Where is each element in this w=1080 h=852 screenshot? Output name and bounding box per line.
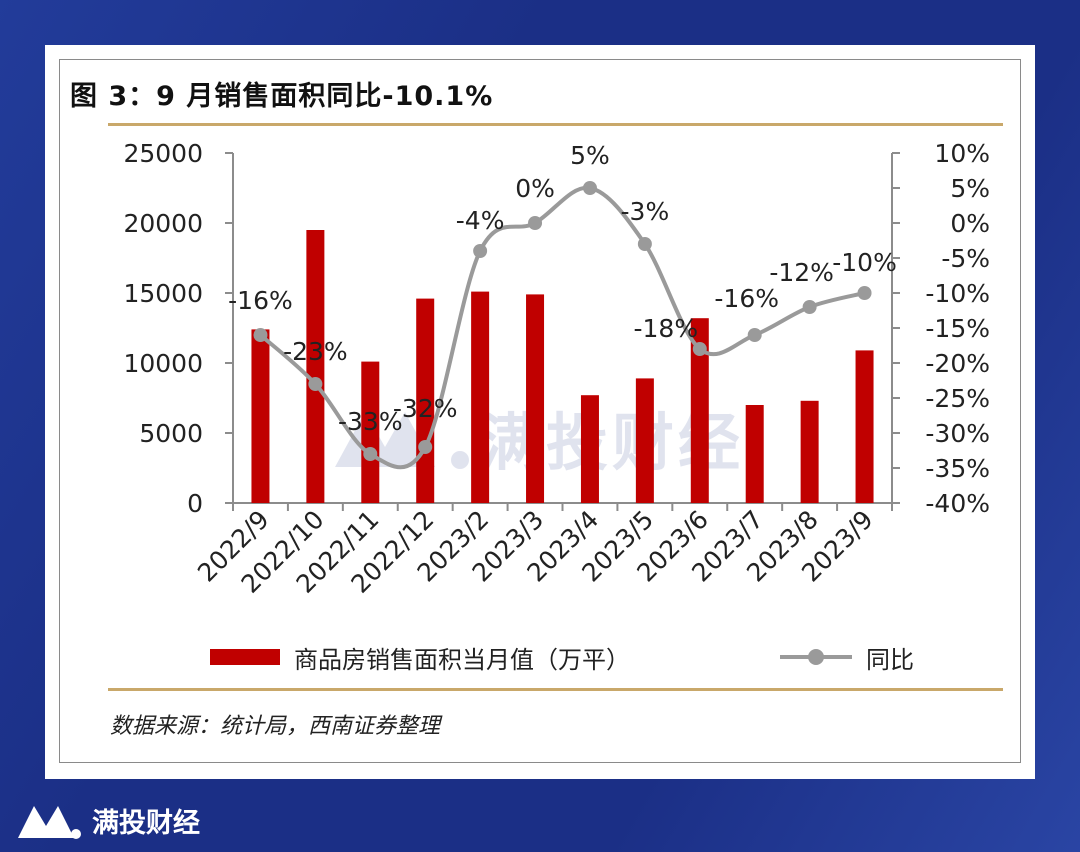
yoy-data-label: -18% — [633, 314, 698, 343]
bar — [800, 400, 819, 503]
legend-line-swatch — [780, 647, 852, 667]
legend-line-item: 同比 — [780, 640, 914, 674]
y-right-tick-label: -30% — [925, 419, 990, 448]
chart-frame — [59, 59, 1021, 763]
bar — [251, 329, 270, 503]
legend-line-label: 同比 — [866, 645, 914, 674]
yoy-data-label: -12% — [769, 258, 834, 287]
y-left-tick-label: 15000 — [123, 279, 203, 308]
yoy-point — [692, 342, 707, 356]
yoy-point — [637, 237, 652, 251]
yoy-point — [253, 328, 268, 342]
yoy-point — [363, 447, 378, 461]
y-right-tick-label: -40% — [925, 489, 990, 518]
y-right-tick-label: -25% — [925, 384, 990, 413]
y-left-tick-label: 5000 — [139, 419, 203, 448]
yoy-data-label: -32% — [393, 394, 458, 423]
bar — [635, 378, 654, 503]
y-right-tick-label: -15% — [925, 314, 990, 343]
bar — [526, 294, 545, 503]
yoy-data-label: 5% — [570, 141, 610, 170]
yoy-point — [528, 216, 543, 230]
brand-logo-icon — [18, 806, 81, 839]
bar — [855, 350, 874, 503]
y-left-tick-label: 20000 — [123, 209, 203, 238]
yoy-data-label: -23% — [283, 337, 348, 366]
footer-divider — [108, 688, 1003, 691]
yoy-point — [802, 300, 817, 314]
y-right-tick-label: 5% — [950, 174, 990, 203]
y-right-tick-label: -10% — [925, 279, 990, 308]
yoy-data-label: 0% — [515, 174, 555, 203]
y-left-tick-label: 25000 — [123, 139, 203, 168]
yoy-point — [308, 377, 323, 391]
yoy-data-label: -16% — [228, 286, 293, 315]
y-right-tick-label: 0% — [950, 209, 990, 238]
brand: 满投财经 — [16, 800, 200, 840]
y-right-tick-label: -35% — [925, 454, 990, 483]
chart-title: 图 3：9 月销售面积同比-10.1% — [70, 81, 494, 112]
yoy-data-label: -10% — [832, 248, 897, 277]
yoy-point — [582, 181, 597, 195]
yoy-point — [418, 440, 433, 454]
y-left-tick-label: 0 — [187, 489, 203, 518]
yoy-data-label: -3% — [621, 197, 670, 226]
legend-bar-item: 商品房销售面积当月值（万平） — [210, 640, 630, 674]
legend-bar-swatch — [210, 649, 280, 665]
y-right-tick-label: -20% — [925, 349, 990, 378]
y-left-tick-label: 10000 — [123, 349, 203, 378]
bar — [306, 230, 325, 503]
brand-name: 满投财经 — [92, 807, 200, 839]
source-note: 数据来源：统计局，西南证券整理 — [110, 714, 441, 739]
title-divider — [108, 123, 1003, 126]
yoy-point — [857, 286, 872, 300]
y-right-tick-label: -5% — [941, 244, 990, 273]
bar — [361, 361, 380, 503]
yoy-point — [747, 328, 762, 342]
bar — [471, 291, 490, 503]
legend-bar-label: 商品房销售面积当月值（万平） — [294, 645, 630, 674]
yoy-data-label: -4% — [456, 206, 505, 235]
bar — [745, 405, 764, 503]
yoy-data-label: -33% — [338, 407, 403, 436]
bar — [580, 395, 599, 503]
bar — [690, 318, 709, 503]
y-right-tick-label: 10% — [934, 139, 990, 168]
yoy-point — [473, 244, 488, 258]
yoy-data-label: -16% — [714, 284, 779, 313]
